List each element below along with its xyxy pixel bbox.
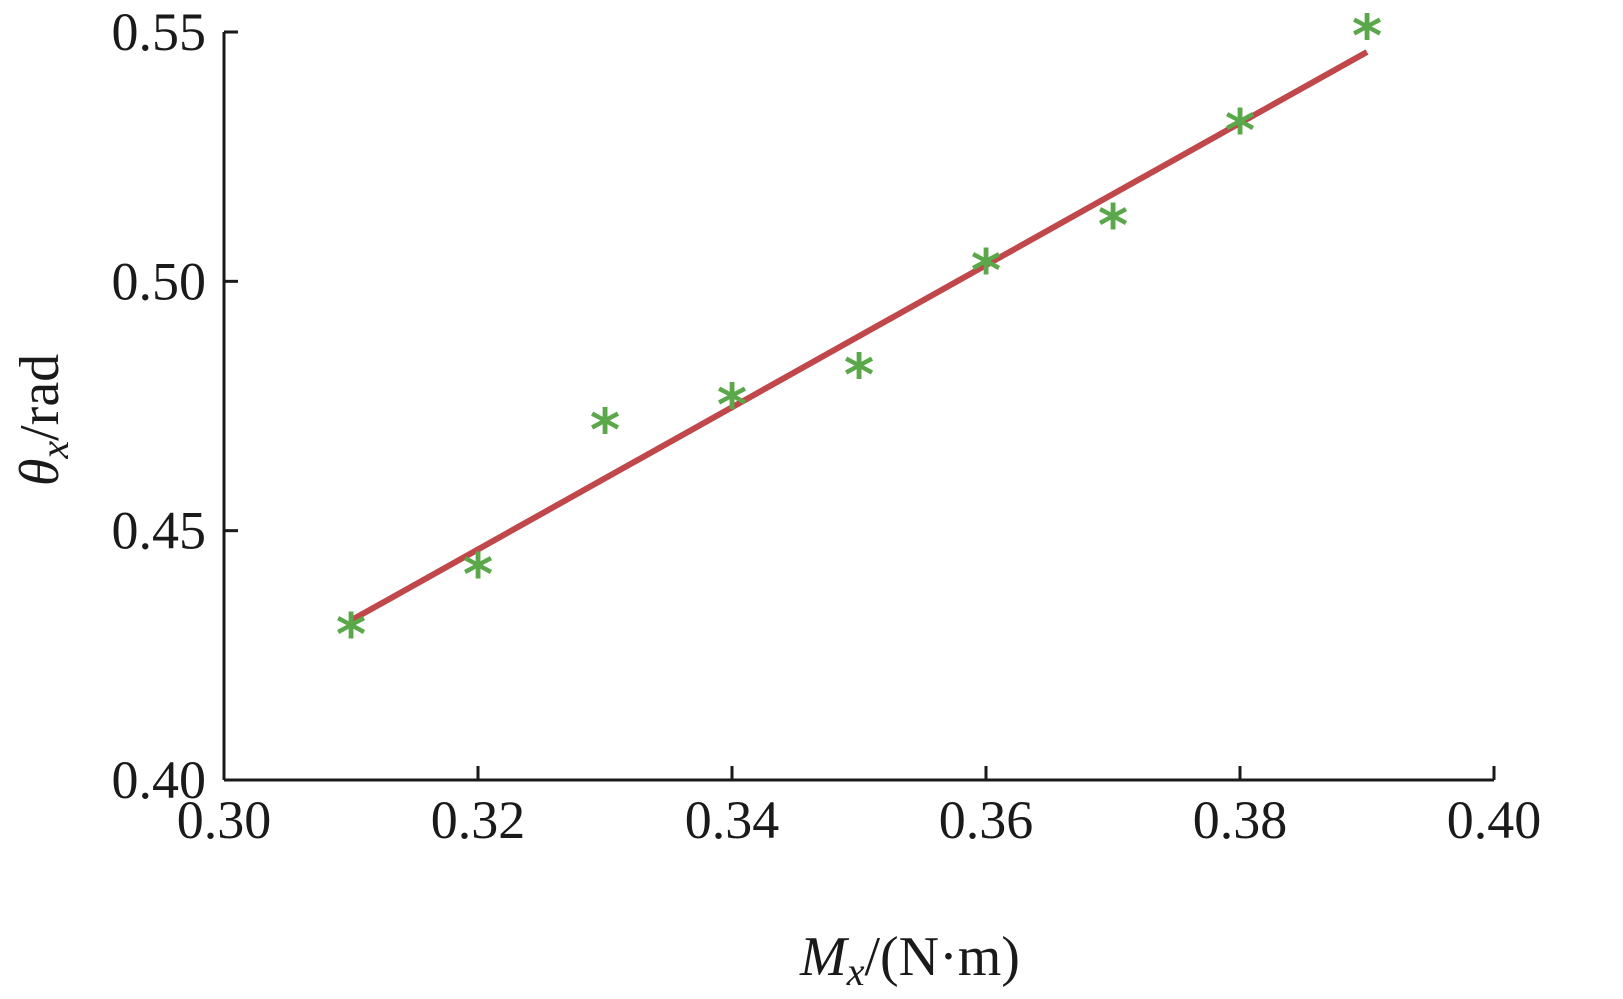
data-point: *: [590, 396, 620, 464]
fit-line-layer: [349, 49, 1369, 624]
x-tick-label: 0.38: [1193, 790, 1288, 850]
x-tick-label: 0.34: [685, 790, 780, 850]
x-tick-label: 0.32: [431, 790, 526, 850]
x-axis-title: Mx/(N·m): [799, 926, 1020, 994]
data-point: *: [717, 371, 747, 439]
data-point: *: [463, 541, 493, 609]
data-point: *: [971, 236, 1001, 304]
y-tick-label: 0.50: [112, 251, 207, 311]
y-tick-label: 0.45: [112, 501, 207, 561]
data-point: *: [1225, 97, 1255, 165]
x-tick-label: 0.36: [939, 790, 1034, 850]
y-tick-label: 0.40: [112, 750, 207, 810]
data-points: * * * * * * * * *: [336, 2, 1382, 668]
data-point: *: [1098, 191, 1128, 259]
fit-line: [349, 49, 1369, 624]
data-point: *: [336, 600, 366, 668]
y-axis-title: θx/rad: [9, 354, 77, 486]
y-tick-label: 0.55: [112, 2, 207, 62]
data-point: *: [844, 341, 874, 409]
x-tick-label: 0.40: [1447, 790, 1542, 850]
data-point: *: [1352, 2, 1382, 70]
axes: 0.30 0.32 0.34 0.36 0.38 0.40 0.40 0.45 0.50 0.55: [112, 2, 1542, 850]
x-tick-label: 0.30: [177, 790, 272, 850]
